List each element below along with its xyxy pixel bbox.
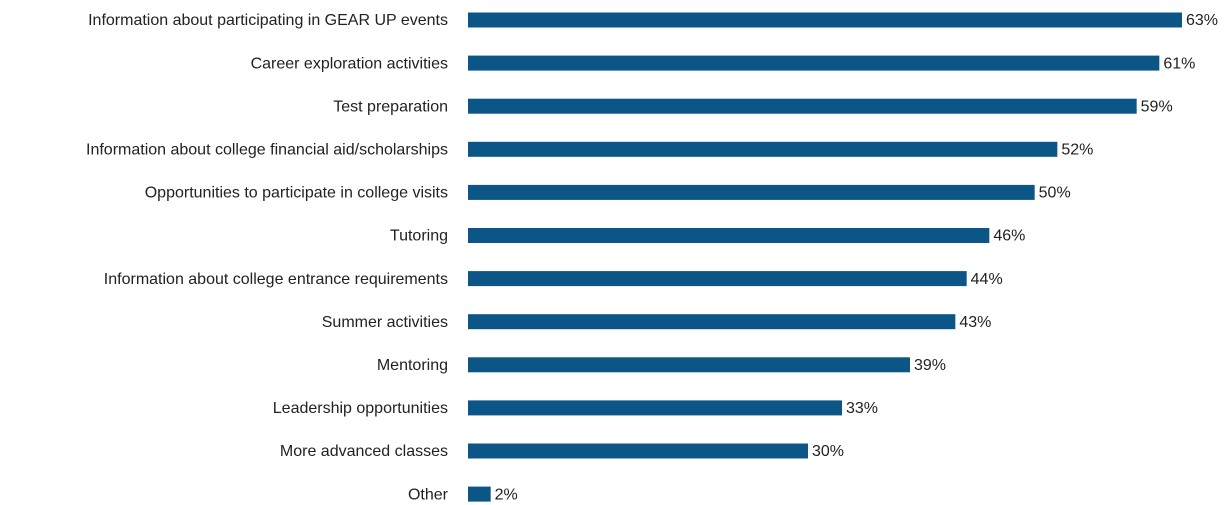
value-label: 50%: [1039, 185, 1071, 202]
bar: [468, 400, 842, 416]
category-label: Other: [408, 486, 449, 503]
value-label: 46%: [993, 228, 1025, 245]
value-label: 61%: [1163, 55, 1195, 72]
bar: [468, 141, 1058, 157]
value-label: 59%: [1141, 98, 1173, 115]
category-label: Tutoring: [390, 228, 448, 245]
bar: [468, 12, 1182, 28]
bar: [468, 357, 910, 373]
value-label: 39%: [914, 357, 946, 374]
value-label: 43%: [959, 314, 991, 331]
value-label: 2%: [495, 486, 518, 503]
bar: [468, 228, 990, 243]
category-label: Information about participating in GEAR …: [88, 12, 448, 29]
value-label: 44%: [971, 271, 1003, 288]
category-label: Leadership opportunities: [273, 400, 448, 417]
category-label: Summer activities: [322, 314, 448, 331]
value-label: 33%: [846, 400, 878, 417]
bar: [468, 443, 808, 459]
category-label: Information about college financial aid/…: [86, 142, 448, 159]
category-label: Career exploration activities: [251, 55, 448, 72]
bar: [468, 55, 1160, 71]
category-label: Opportunities to participate in college …: [145, 185, 448, 202]
category-label: Mentoring: [377, 357, 448, 374]
bar: [468, 271, 967, 287]
category-label: Information about college entrance requi…: [104, 271, 448, 288]
bar: [468, 98, 1137, 114]
bar: [468, 486, 491, 502]
category-label: More advanced classes: [280, 443, 448, 460]
value-label: 52%: [1061, 142, 1093, 159]
value-label: 30%: [812, 443, 844, 460]
value-label: 63%: [1186, 12, 1218, 29]
bar: [468, 184, 1035, 200]
bar: [468, 314, 956, 330]
category-label: Test preparation: [333, 98, 448, 115]
